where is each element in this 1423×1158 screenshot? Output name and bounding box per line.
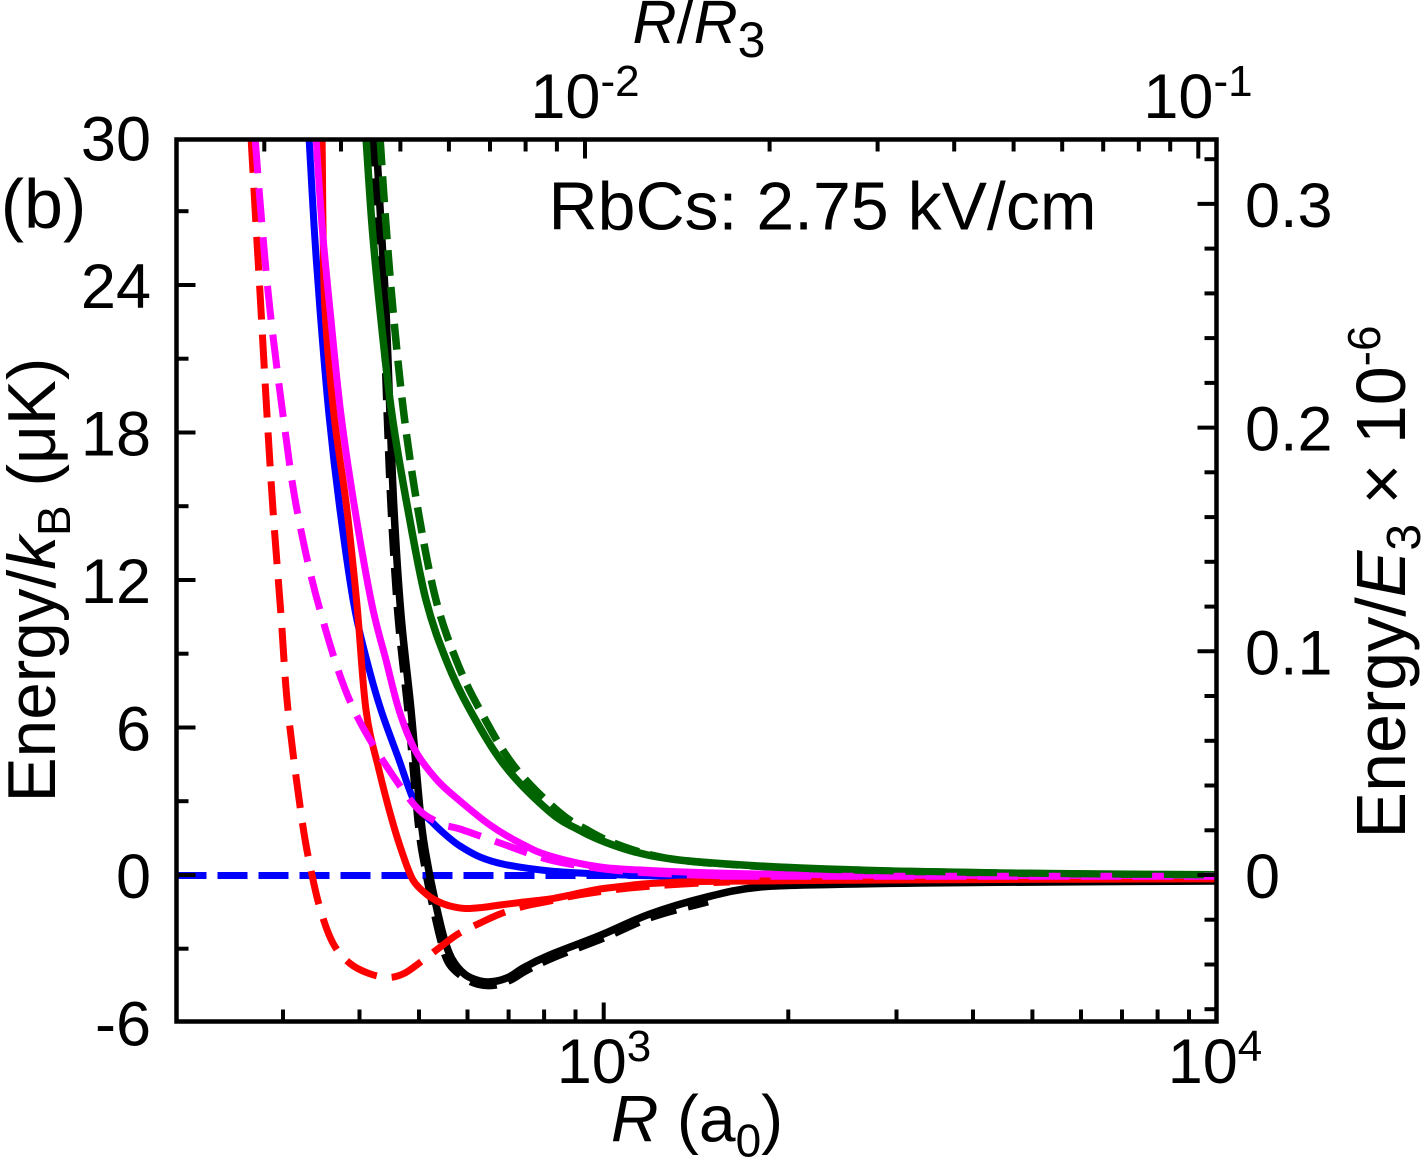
svg-text:24: 24	[81, 252, 151, 322]
svg-text:0.3: 0.3	[1245, 171, 1333, 241]
svg-text:0.2: 0.2	[1245, 395, 1333, 465]
svg-text:6: 6	[116, 695, 151, 765]
svg-text:-6: -6	[95, 990, 151, 1060]
svg-text:12: 12	[81, 547, 151, 617]
svg-text:Energy/kB (μK): Energy/kB (μK)	[0, 358, 80, 803]
svg-text:0: 0	[1245, 842, 1280, 912]
svg-text:Energy/E3 × 10-6: Energy/E3 × 10-6	[1338, 325, 1423, 838]
svg-text:RbCs: 2.75 kV/cm: RbCs: 2.75 kV/cm	[549, 169, 1097, 245]
svg-text:(b): (b)	[1, 165, 87, 243]
svg-text:18: 18	[81, 400, 151, 470]
svg-text:0.1: 0.1	[1245, 618, 1333, 688]
svg-text:0: 0	[116, 842, 151, 912]
svg-text:30: 30	[81, 105, 151, 175]
